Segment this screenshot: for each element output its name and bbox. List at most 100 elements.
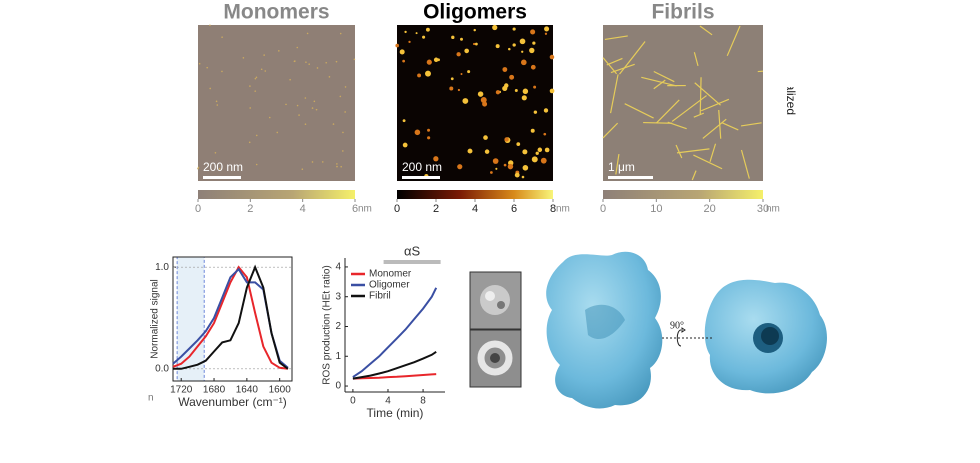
particle (514, 88, 518, 92)
fibril (701, 98, 730, 112)
x-tick-label: 1720 (170, 385, 193, 396)
particle (298, 114, 300, 116)
particle (402, 119, 406, 123)
legend-label: Monomer (369, 269, 412, 280)
particle (507, 163, 514, 170)
particle (467, 70, 471, 74)
particle (483, 135, 488, 140)
particle (544, 32, 548, 35)
particle (335, 60, 338, 63)
x-tick-label: 1640 (236, 385, 259, 396)
particle (278, 50, 280, 52)
fibril (606, 57, 623, 66)
particle (336, 165, 338, 168)
fibril (671, 95, 707, 122)
particle (313, 100, 316, 103)
fibril (693, 52, 699, 67)
particle (332, 123, 335, 125)
particle (242, 57, 245, 59)
y-tick-label: 3 (335, 291, 341, 302)
particle (308, 63, 310, 65)
em-insets (469, 271, 522, 388)
particle (464, 48, 470, 54)
particle (450, 77, 454, 81)
particle (263, 54, 265, 56)
colorbar-unit: nm (766, 204, 780, 215)
particle (285, 103, 287, 106)
particle (530, 128, 535, 133)
particle (477, 91, 484, 97)
series-line (172, 265, 289, 370)
particle (216, 104, 219, 106)
fibril (718, 109, 722, 139)
particle (260, 68, 263, 71)
particle (457, 164, 463, 170)
legend-label: Fibril (369, 291, 391, 302)
fibril (667, 121, 687, 130)
particle (516, 142, 521, 147)
colorbar (603, 190, 763, 199)
highlight-band (176, 256, 205, 382)
particle (492, 158, 499, 164)
fibril (699, 77, 702, 115)
particle (519, 38, 526, 45)
y-tick-label: 1 (335, 351, 341, 362)
fibril (641, 76, 677, 87)
particle (543, 108, 549, 113)
legend-label: Oligomer (369, 280, 410, 291)
fibril (702, 118, 727, 139)
particle (427, 128, 431, 132)
scale-bar-label: 200 nm (402, 160, 442, 174)
particle (495, 167, 498, 170)
particle (549, 54, 555, 60)
particle (495, 90, 500, 95)
fibril (699, 25, 713, 36)
particle (404, 30, 407, 34)
fibril (740, 122, 762, 127)
edge-fragment: n (148, 393, 154, 404)
particle (395, 43, 399, 48)
particle (221, 36, 223, 38)
particle (530, 64, 536, 70)
particle (289, 78, 291, 81)
particle (340, 165, 342, 168)
particle (473, 28, 476, 32)
particle (206, 66, 209, 69)
y-tick-label: 1.0 (155, 262, 169, 273)
particle (467, 148, 473, 154)
colorbar-unit: nm (556, 204, 570, 215)
density-map (546, 251, 827, 409)
particle (462, 98, 469, 104)
colorbar-tick-label: 20 (704, 203, 716, 215)
scale-bar (608, 176, 653, 179)
plot-frame (172, 256, 293, 382)
colorbar (397, 190, 553, 199)
colorbar-unit: nm (358, 204, 372, 215)
particle (422, 35, 426, 39)
particle (296, 104, 299, 107)
colorbar-tick-label: 2 (247, 203, 253, 215)
fibril (602, 57, 618, 75)
scale-bar (203, 176, 241, 179)
particle (417, 73, 422, 78)
fibril (609, 74, 619, 114)
fibril (694, 82, 721, 106)
particle (457, 88, 461, 92)
particle (530, 29, 536, 35)
particle (325, 61, 328, 64)
particle (532, 41, 536, 45)
fibril (693, 112, 705, 118)
colorbar-tick-label: 0 (394, 203, 400, 215)
particle (484, 149, 490, 154)
side-label: Normalized signal (784, 54, 798, 149)
particle (460, 73, 463, 76)
particle (197, 167, 199, 170)
particle (514, 172, 520, 178)
fibril (675, 144, 683, 159)
particle (321, 161, 324, 163)
y-axis-label: Normalized signal (150, 279, 161, 358)
particle (255, 76, 258, 79)
colorbar-tick-label: 30 (757, 203, 769, 215)
particle (521, 95, 527, 101)
particle (255, 134, 258, 137)
